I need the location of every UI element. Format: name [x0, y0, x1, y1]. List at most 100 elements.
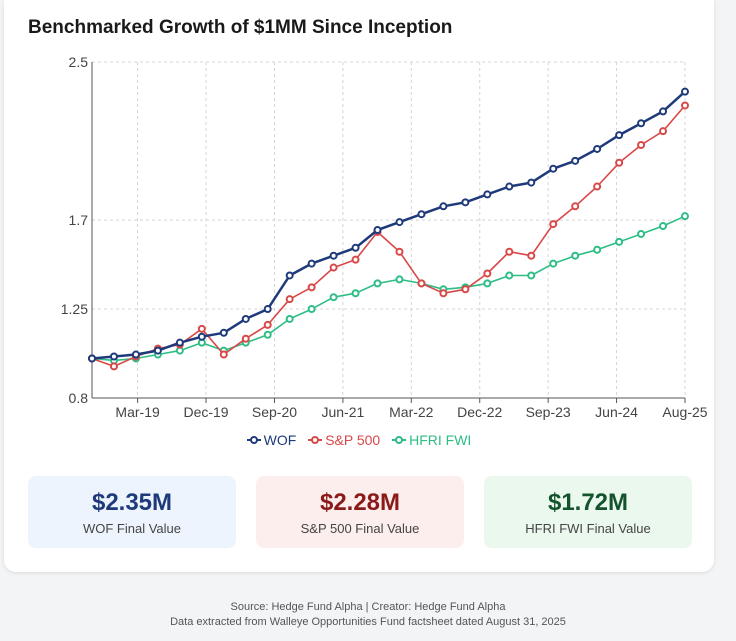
data-point-s-p-500 [659, 127, 668, 136]
data-point-wof [197, 332, 206, 341]
data-point-wof [659, 107, 668, 116]
data-point-wof [219, 328, 228, 337]
metric-card-sp500: $2.28M S&P 500 Final Value [256, 476, 464, 548]
y-tick-label: 0.8 [69, 390, 89, 406]
data-point-hfri-fwi [615, 237, 624, 246]
metric-label-wof: WOF Final Value [82, 521, 181, 536]
data-point-wof [461, 198, 470, 207]
data-point-wof [285, 271, 294, 280]
x-tick-label: Dec-19 [183, 404, 228, 420]
data-point-s-p-500 [241, 334, 250, 343]
data-point-hfri-fwi [505, 271, 514, 280]
data-point-wof [131, 350, 140, 359]
data-point-s-p-500 [395, 247, 404, 256]
chart-legend: WOF S&P 500 HFRI FWI [4, 432, 714, 448]
data-point-wof [263, 305, 272, 314]
data-point-s-p-500 [197, 324, 206, 333]
data-point-hfri-fwi [263, 330, 272, 339]
data-point-s-p-500 [219, 350, 228, 359]
chart-title: Benchmarked Growth of $1MM Since Incepti… [28, 17, 453, 38]
data-point-wof [439, 202, 448, 211]
data-point-s-p-500 [505, 247, 514, 256]
data-point-wof [373, 226, 382, 234]
data-point-s-p-500 [461, 285, 470, 294]
metrics-row: $2.35M WOF Final Value $2.28M S&P 500 Fi… [28, 476, 692, 548]
data-point-hfri-fwi [681, 212, 689, 221]
data-point-hfri-fwi [285, 314, 294, 323]
data-point-hfri-fwi [637, 229, 646, 238]
metric-label-sp500: S&P 500 Final Value [300, 521, 420, 536]
series-line-hfri-fwi [91, 215, 686, 362]
data-point-wof [417, 210, 426, 219]
legend-marker-sp500 [308, 435, 323, 445]
data-point-s-p-500 [439, 289, 448, 298]
data-point-wof [505, 182, 514, 191]
line-chart: 0.8 1.25 1.7 2.5 Mar-19 Dec-19 Sep-20 Jun-21 Mar… [61, 54, 708, 420]
data-point-s-p-500 [417, 279, 426, 288]
x-tick-label: Dec-22 [457, 404, 502, 420]
metric-value-sp500: $2.28M [319, 489, 401, 516]
metric-value-hfri: $1.72M [547, 489, 629, 516]
data-point-wof [153, 346, 162, 355]
series-line-wof [91, 90, 686, 360]
legend-label-wof: WOF [263, 432, 297, 448]
x-tick-label: Mar-22 [389, 404, 434, 420]
data-point-wof [395, 218, 404, 227]
data-point-s-p-500 [549, 220, 558, 229]
data-point-hfri-fwi [483, 279, 492, 288]
data-point-wof [483, 190, 492, 199]
legend-item-wof[interactable]: WOF [246, 432, 297, 448]
data-point-hfri-fwi [549, 259, 558, 268]
data-point-s-p-500 [483, 269, 492, 278]
data-point-s-p-500 [681, 101, 689, 110]
data-point-hfri-fwi [329, 293, 338, 302]
legend-label-hfri: HFRI FWI [409, 432, 472, 448]
data-point-hfri-fwi [571, 251, 580, 260]
data-point-s-p-500 [351, 255, 360, 264]
data-point-wof [593, 144, 602, 153]
y-tick-label: 2.5 [69, 54, 89, 70]
data-point-hfri-fwi [659, 222, 668, 231]
data-point-wof [351, 243, 360, 252]
footer-source: Source: Hedge Fund Alpha | Creator: Hedg… [230, 601, 506, 613]
metric-label-hfri: HFRI FWI Final Value [525, 521, 651, 536]
data-point-wof [637, 119, 646, 128]
x-tick-label: Sep-23 [526, 404, 571, 420]
data-point-s-p-500 [263, 320, 272, 329]
data-point-s-p-500 [637, 141, 646, 150]
x-tick-label: Jun-21 [321, 404, 364, 420]
data-point-s-p-500 [307, 283, 316, 292]
data-point-wof [549, 164, 558, 173]
data-point-wof [329, 251, 338, 260]
legend-item-hfri[interactable]: HFRI FWI [392, 432, 471, 448]
data-point-wof [571, 156, 580, 165]
x-tick-label: Jun-24 [595, 404, 638, 420]
footer-extract-note: Data extracted from Walleye Opportunitie… [170, 616, 566, 628]
data-point-hfri-fwi [307, 305, 316, 314]
x-tick-label: Aug-25 [662, 404, 707, 420]
legend-marker-hfri [392, 435, 407, 445]
data-point-hfri-fwi [527, 271, 536, 280]
x-tick-label: Sep-20 [252, 404, 297, 420]
footer: Source: Hedge Fund Alpha | Creator: Hedg… [0, 600, 736, 630]
y-tick-label: 1.7 [69, 212, 89, 228]
data-point-hfri-fwi [593, 245, 602, 254]
y-tick-label: 1.25 [61, 301, 88, 317]
data-point-s-p-500 [527, 251, 536, 260]
data-point-wof [175, 338, 184, 347]
data-point-hfri-fwi [373, 279, 382, 288]
data-point-wof [307, 259, 316, 268]
data-point-s-p-500 [571, 202, 580, 211]
data-point-wof [241, 314, 250, 323]
x-tick-label: Mar-19 [115, 404, 160, 420]
data-point-wof [109, 352, 118, 361]
metric-card-wof: $2.35M WOF Final Value [28, 476, 236, 548]
data-point-hfri-fwi [351, 289, 360, 298]
data-point-s-p-500 [593, 182, 602, 191]
data-point-s-p-500 [615, 158, 624, 167]
legend-item-sp500[interactable]: S&P 500 [308, 432, 380, 448]
data-point-wof [681, 87, 689, 96]
chart-card: Benchmarked Growth of $1MM Since Incepti… [4, 0, 714, 572]
data-point-s-p-500 [285, 295, 294, 304]
series-line-s-p-500 [91, 104, 686, 368]
